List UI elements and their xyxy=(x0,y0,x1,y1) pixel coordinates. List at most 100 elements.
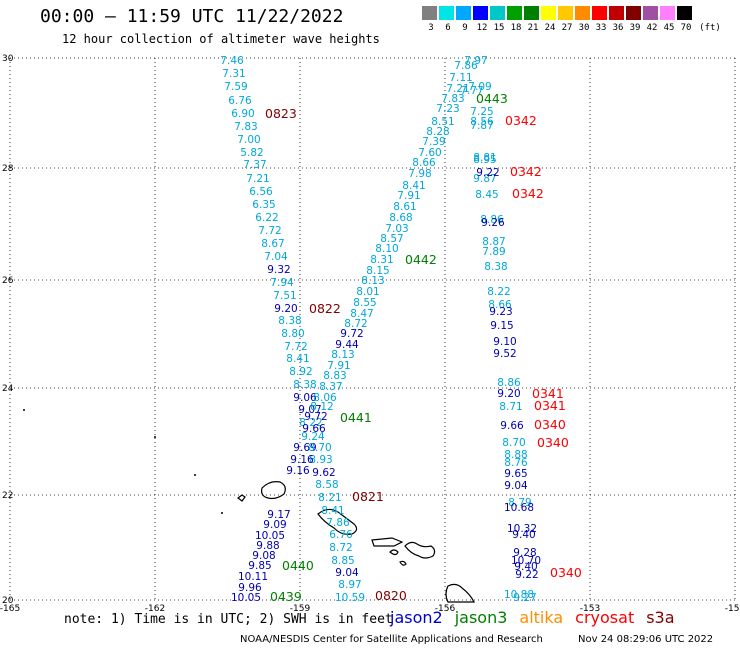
pass-time-label: 0821 xyxy=(352,489,384,504)
colorbar-label: 18 xyxy=(510,23,522,33)
latitude-tick-label: 22 xyxy=(2,491,13,501)
colorbar-swatch xyxy=(575,6,591,20)
wave-height-value: 8.10 xyxy=(375,243,398,255)
islet-2 xyxy=(154,436,156,438)
colorbar-swatch xyxy=(592,6,608,20)
wave-height-value: 7.72 xyxy=(258,225,281,237)
wave-height-value: 7.86 xyxy=(454,60,478,72)
wave-height-value: 9.32 xyxy=(267,264,290,276)
longitude-tick-label: -162 xyxy=(145,604,165,614)
wave-height-value: 8.22 xyxy=(299,417,322,429)
pass-time-label: 0442 xyxy=(405,252,437,267)
colorbar-unit: (ft) xyxy=(699,23,721,33)
wave-height-value: 7.89 xyxy=(482,246,505,258)
colorbar-swatch xyxy=(490,6,506,20)
wave-height-value: 9.27 xyxy=(513,592,536,604)
colorbar-swatch xyxy=(507,6,523,20)
wave-height-value: 9.10 xyxy=(493,336,516,348)
wave-height-value: 9.65 xyxy=(504,468,527,480)
wave-height-value: 9.72 xyxy=(304,411,327,423)
wave-height-value: 7.04 xyxy=(264,251,288,263)
latitude-tick-label: 20 xyxy=(2,596,14,606)
colorbar-swatch xyxy=(541,6,557,20)
wave-height-value: 8.01 xyxy=(356,286,379,298)
island-kahoolawe xyxy=(399,560,407,566)
longitude-tick-label: -165 xyxy=(0,604,20,614)
wave-height-value: 9.04 xyxy=(504,480,528,492)
wave-height-value: 9.24 xyxy=(301,431,325,443)
wave-height-value: 8.87 xyxy=(482,236,505,248)
wave-height-value: 8.21 xyxy=(318,492,341,504)
colorbar-swatch xyxy=(524,6,540,20)
colorbar-label: 36 xyxy=(612,23,624,33)
wave-height-value: 8.81 xyxy=(473,152,496,164)
wave-height-value: 8.92 xyxy=(289,366,312,378)
wave-height-value: 7.21 xyxy=(246,173,269,185)
wave-height-value: 8.83 xyxy=(323,370,346,382)
pass-time-label: 0341 xyxy=(534,398,566,413)
wave-height-value: 8.13 xyxy=(331,349,354,361)
legend-cryosat: cryosat xyxy=(575,608,635,627)
wave-height-value: 9.06 xyxy=(293,392,317,404)
wave-height-value: 9.04 xyxy=(335,567,359,579)
wave-height-value: 8.68 xyxy=(389,212,412,224)
colorbar-swatch xyxy=(456,6,472,20)
pass-time-label: 0340 xyxy=(537,435,569,450)
wave-height-value: 8.15 xyxy=(366,265,389,277)
wave-height-value: 10.05 xyxy=(231,592,261,604)
colorbar-label: 30 xyxy=(578,23,590,33)
longitude-tick-label: -156 xyxy=(435,604,456,614)
wave-height-value: 8.47 xyxy=(350,308,373,320)
page-subtitle: 12 hour collection of altimeter wave hei… xyxy=(62,32,380,46)
pass-time-label: 0439 xyxy=(270,589,302,604)
wave-height-value: 8.38 xyxy=(484,261,507,273)
wave-height-value: 8.71 xyxy=(499,401,522,413)
wave-height-value: 9.87 xyxy=(473,173,496,185)
latitude-tick-label: 26 xyxy=(2,276,14,286)
colorbar-label: 45 xyxy=(663,23,675,33)
colorbar-swatch xyxy=(473,6,489,20)
wave-height-value: 8.45 xyxy=(475,189,498,201)
wave-height-value: 8.67 xyxy=(261,238,284,250)
wave-height-value: 8.85 xyxy=(331,555,354,567)
wave-height-value: 8.80 xyxy=(281,328,304,340)
wave-height-value: 9.22 xyxy=(515,569,538,581)
pass-time-label: 0823 xyxy=(265,106,297,121)
pass-time-label: 0443 xyxy=(476,91,508,106)
wave-height-value: 8.86 xyxy=(480,214,504,226)
wave-height-value: 8.97 xyxy=(338,579,361,591)
colorbar-swatch xyxy=(660,6,676,20)
wave-height-value: 7.83 xyxy=(234,121,257,133)
pass-time-label: 0342 xyxy=(510,164,542,179)
colorbar-label: 33 xyxy=(595,23,607,33)
wave-height-value: 8.55 xyxy=(353,297,376,309)
legend-altika: altika xyxy=(519,608,564,627)
wave-height-value: 9.66 xyxy=(302,423,326,435)
wave-height-value: 10.11 xyxy=(238,571,268,583)
pass-labels: 0823 0822 0821 0820 0443 0442 0441 0440 0439 0342… xyxy=(265,91,582,604)
wave-height-value: 9.16 xyxy=(290,454,314,466)
wave-height-value: 9.44 xyxy=(335,339,359,351)
island-lanai xyxy=(389,549,399,556)
wave-height-value: 10.05 xyxy=(255,530,285,542)
wave-height-value: 8.51 xyxy=(431,116,454,128)
wave-height-value: 6.76 xyxy=(228,95,252,107)
wave-height-value: 8.41 xyxy=(321,505,344,517)
wave-height-value: 8.70 xyxy=(502,437,525,449)
legend-jason2: jason2 xyxy=(390,608,443,627)
wave-height-value: 7.46 xyxy=(220,55,244,67)
wave-height-value: 6.76 xyxy=(329,529,353,541)
wave-height-value: 8.57 xyxy=(380,233,403,245)
colorbar-swatch xyxy=(643,6,659,20)
colorbar-label: 3 xyxy=(428,23,434,33)
colorbar-label: 21 xyxy=(527,23,539,33)
wave-height-value: 8.38 xyxy=(278,315,301,327)
wave-height-value: 9.62 xyxy=(312,467,335,479)
longitude-tick-label: -150 xyxy=(725,604,740,614)
wave-height-value: 7.37 xyxy=(243,159,266,171)
wave-height-value: 7.94 xyxy=(270,277,294,289)
wave-height-value: 7.91 xyxy=(397,190,420,202)
pass-time-label: 0441 xyxy=(340,410,372,425)
wave-height-value: 8.61 xyxy=(393,201,416,213)
wave-height-value: 7.97 xyxy=(464,55,487,67)
